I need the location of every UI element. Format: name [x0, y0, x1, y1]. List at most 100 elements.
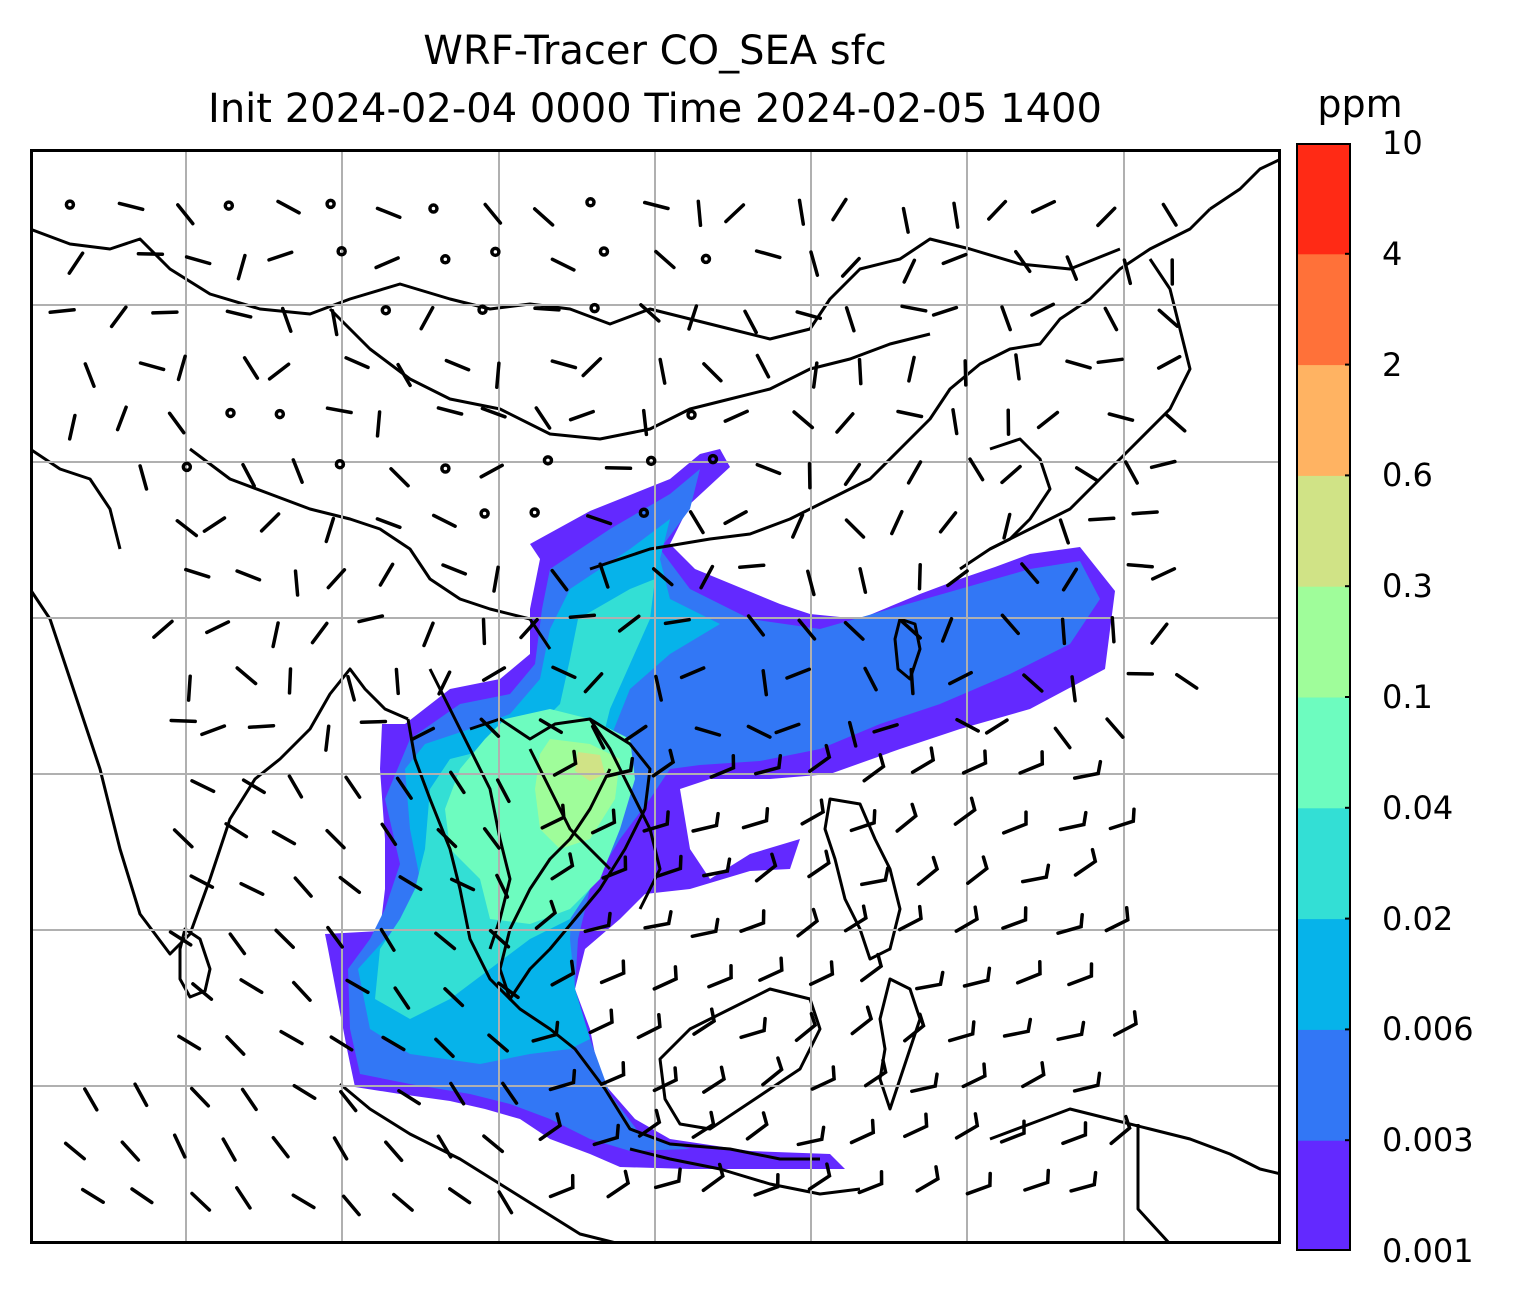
- wind-barb: [133, 1082, 149, 1108]
- wind-barb: [202, 516, 227, 533]
- coast-mainland-sea: [406, 718, 820, 1161]
- wind-barb: [534, 406, 552, 430]
- coast-japan: [959, 258, 1192, 571]
- wind-barb: [481, 617, 487, 646]
- coast-sulawesi: [878, 977, 922, 1111]
- wind-barb: [1131, 510, 1159, 516]
- wind-barb: [280, 306, 293, 333]
- wind-barb: [581, 357, 603, 378]
- wind-barb: [550, 959, 576, 987]
- wind-barb: [951, 408, 959, 436]
- wind-barb: [1074, 466, 1099, 483]
- wind-barb: [806, 569, 816, 597]
- wind-barb: [330, 309, 339, 337]
- colorbar-tick-label: 2: [1382, 345, 1403, 384]
- wind-barb: [443, 987, 465, 1008]
- wind-barb: [792, 410, 815, 430]
- wind-barb: [601, 855, 628, 880]
- wind-barb: [1110, 615, 1116, 644]
- wind-barb: [291, 1193, 316, 1210]
- wind-barb: [862, 753, 886, 783]
- wind-barb: [338, 875, 362, 895]
- wind-barb: [753, 753, 783, 776]
- wind-barb: [1122, 258, 1133, 286]
- wind-barb: [999, 1119, 1026, 1144]
- wind-barb: [138, 464, 149, 491]
- wind-barb: [1065, 359, 1092, 370]
- wind-barb: [796, 907, 820, 938]
- wind-barb: [709, 754, 736, 779]
- wind-barb: [344, 356, 370, 370]
- wind-barb: [896, 409, 924, 419]
- wind-barb: [955, 717, 980, 733]
- calm-circle: [477, 304, 488, 316]
- wind-barb: [1105, 717, 1125, 739]
- wind-barb: [436, 827, 458, 849]
- wind-barb: [548, 1068, 577, 1092]
- wind-barb: [240, 1087, 258, 1112]
- colorbar-band: [1296, 475, 1351, 587]
- wind-barb: [758, 956, 784, 982]
- wind-barb: [482, 827, 501, 850]
- wind-barb: [1030, 199, 1057, 214]
- border-north: [30, 227, 1121, 341]
- wind-barb: [483, 202, 503, 225]
- wind-barb: [189, 874, 215, 889]
- colorbar-band: [1296, 697, 1351, 809]
- wind-barb: [963, 359, 968, 387]
- wind-barb: [796, 1125, 826, 1147]
- wind-barb: [550, 852, 575, 881]
- wind-barb: [398, 875, 423, 892]
- wind-barb: [746, 724, 772, 739]
- wind-barb: [1058, 810, 1088, 832]
- wind-barb: [120, 1140, 141, 1162]
- wind-barb: [599, 1061, 626, 1086]
- wind-barb: [1053, 726, 1072, 750]
- wind-barb: [190, 779, 216, 794]
- coast-taiwan: [893, 617, 922, 681]
- wind-barb: [444, 358, 471, 372]
- wind-barb: [397, 1089, 421, 1106]
- wind-barb: [344, 775, 362, 799]
- wind-barb: [1060, 617, 1067, 646]
- wind-barb: [80, 1187, 105, 1204]
- wind-barb: [236, 253, 247, 281]
- wind-barb: [359, 719, 388, 724]
- wind-barb: [292, 1083, 317, 1100]
- wind-barb: [1015, 960, 1042, 985]
- colorbar-band: [1296, 586, 1351, 698]
- wind-barb: [551, 665, 577, 680]
- wind-barb: [639, 303, 661, 323]
- map-panel: [30, 149, 1281, 1244]
- chart-title-line-2: Init 2024-02-04 0000 Time 2024-02-05 140…: [208, 86, 1102, 132]
- calm-circle: [542, 455, 554, 466]
- wind-barb: [652, 1066, 678, 1093]
- wind-barb: [482, 1134, 505, 1154]
- wind-barb: [794, 1011, 818, 1043]
- wind-barb: [847, 720, 858, 748]
- wind-barb: [946, 569, 969, 588]
- wind-barb: [968, 457, 985, 482]
- wind-barb: [1112, 1010, 1138, 1037]
- wind-barb: [1020, 562, 1040, 585]
- wind-barb: [117, 201, 145, 212]
- wind-barb: [437, 670, 452, 696]
- wind-barb: [225, 309, 253, 319]
- wind-barb: [241, 462, 256, 488]
- wind-barb: [738, 563, 766, 569]
- wind-barb: [953, 796, 977, 826]
- wind-barb: [1023, 1168, 1051, 1192]
- wind-barb: [241, 778, 266, 795]
- wind-barb: [242, 356, 260, 380]
- wind-barb: [651, 748, 676, 778]
- calm-circle: [181, 461, 193, 473]
- wind-barb: [419, 305, 435, 331]
- wind-barb: [479, 463, 504, 479]
- wind-barb: [808, 743, 832, 773]
- wind-barb: [916, 855, 940, 886]
- wind-barb: [1014, 353, 1021, 381]
- wind-barb: [259, 512, 281, 533]
- wind-barb: [395, 776, 413, 800]
- wind-barb: [274, 928, 295, 950]
- wind-barb: [1108, 807, 1136, 831]
